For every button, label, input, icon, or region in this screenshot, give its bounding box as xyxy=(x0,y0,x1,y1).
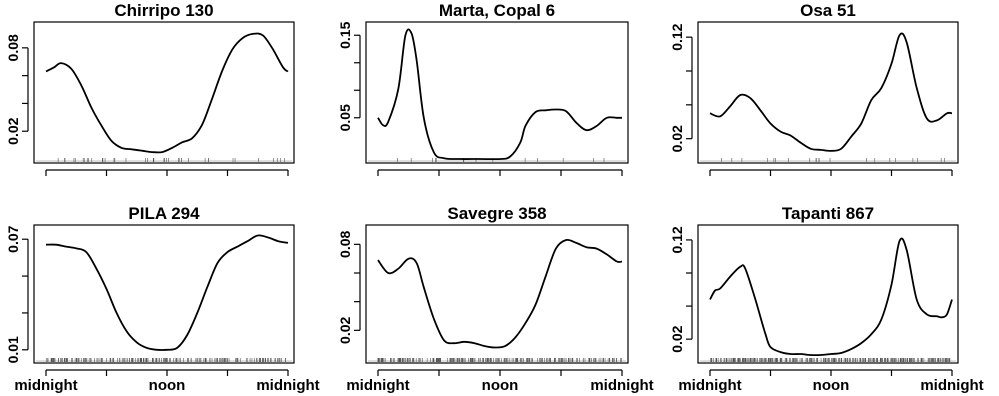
x-tick-label: midnight xyxy=(920,377,983,394)
x-tick-label: midnight xyxy=(678,377,741,394)
activity-density-line xyxy=(377,238,623,349)
y-tick-label: 0.02 xyxy=(5,117,21,144)
panel-1: Chirripo 130 0.02 0.08 xyxy=(5,1,295,176)
x-tick-label: midnight xyxy=(590,377,653,394)
x-axis: midnight noon midnight xyxy=(678,369,984,394)
plot-frame xyxy=(33,224,295,364)
plot-frame xyxy=(365,224,629,364)
y-axis: 0.02 0.08 xyxy=(5,34,29,145)
panel-4: PILA 294 0.01 0.07 midnight noon midnight xyxy=(5,204,320,394)
x-axis: midnight noon midnight xyxy=(346,369,654,394)
y-tick-label: 0.02 xyxy=(669,125,685,152)
x-tick-label: noon xyxy=(149,377,186,394)
x-axis xyxy=(45,169,289,176)
y-axis: 0.02 0.12 xyxy=(669,23,693,152)
panel-6: Tapanti 867 0.02 0.12 midnight noon midnight xyxy=(669,204,984,394)
activity-density-line xyxy=(709,32,953,152)
x-axis: midnight noon midnight xyxy=(14,369,320,394)
panel-title: Osa 51 xyxy=(800,1,856,20)
y-tick-label: 0.12 xyxy=(669,226,685,253)
activity-density-line xyxy=(45,32,289,154)
y-tick-label: 0.02 xyxy=(669,325,685,352)
y-tick-label: 0.07 xyxy=(5,225,21,252)
y-tick-label: 0.12 xyxy=(669,23,685,50)
rug-marks xyxy=(45,358,287,362)
panel-title: Tapanti 867 xyxy=(782,204,874,223)
plot-frame xyxy=(697,224,959,364)
panel-2: Marta, Copal 6 0.05 0.15 xyxy=(337,1,629,176)
panel-title: Chirripo 130 xyxy=(114,1,213,20)
x-axis xyxy=(377,169,623,176)
x-tick-label: midnight xyxy=(256,377,319,394)
panel-title: Savegre 358 xyxy=(447,204,546,223)
activity-density-line xyxy=(45,234,289,351)
plot-frame xyxy=(697,21,959,164)
x-tick-label: noon xyxy=(482,377,519,394)
rug-marks xyxy=(721,158,945,162)
y-tick-label: 0.02 xyxy=(337,316,353,343)
rug-marks xyxy=(377,358,622,362)
x-tick-label: midnight xyxy=(346,377,409,394)
panel-3: Osa 51 0.02 0.12 xyxy=(669,1,959,176)
panel-title: Marta, Copal 6 xyxy=(439,1,555,20)
y-axis: 0.02 0.12 xyxy=(669,226,693,353)
activity-density-line xyxy=(377,28,622,161)
x-tick-label: noon xyxy=(813,377,850,394)
y-tick-label: 0.15 xyxy=(337,21,353,48)
plot-frame xyxy=(33,21,295,164)
x-axis xyxy=(709,169,953,176)
y-tick-label: 0.05 xyxy=(337,104,353,131)
y-axis: 0.02 0.08 xyxy=(337,230,361,344)
panel-title: PILA 294 xyxy=(128,204,200,223)
activity-density-line xyxy=(709,237,953,357)
plot-frame xyxy=(365,21,629,164)
y-tick-label: 0.08 xyxy=(337,230,353,257)
rug-marks xyxy=(710,358,951,362)
y-axis: 0.05 0.15 xyxy=(337,21,361,131)
y-tick-label: 0.01 xyxy=(5,336,21,363)
rug-marks xyxy=(57,158,285,162)
y-tick-label: 0.08 xyxy=(5,34,21,61)
y-axis: 0.01 0.07 xyxy=(5,225,29,363)
panel-5: Savegre 358 0.02 0.08 midnight noon midnight xyxy=(337,204,654,394)
x-tick-label: midnight xyxy=(14,377,77,394)
